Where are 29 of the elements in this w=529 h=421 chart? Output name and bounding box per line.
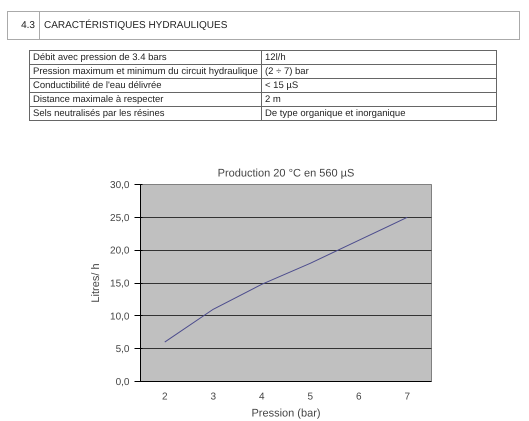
text: De type organique et inorganique <box>262 106 496 120</box>
text: CARACTÉRISTIQUES HYDRAULIQUES <box>40 12 520 40</box>
x-tick-label: 3 <box>210 392 216 402</box>
y-tick-label: 10,0 <box>110 311 130 322</box>
text: Conductibilité de l'eau délivrée <box>30 78 262 92</box>
chart-title: Production 20 °C en 560 µS <box>218 168 354 180</box>
text: 12l/h <box>262 50 496 64</box>
text: Distance maximale à respecter <box>30 92 262 106</box>
text: 4.3 <box>8 12 40 40</box>
line-series <box>164 216 408 343</box>
text: Sels neutralisés par les résines <box>30 106 262 120</box>
x-tick-label: 5 <box>307 392 314 402</box>
x-tick-label: 2 <box>162 392 168 402</box>
y-tick-label: 20,0 <box>110 246 130 257</box>
text: (2 ÷ 7) bar <box>262 64 496 78</box>
y-axis-title: Litres/ h <box>90 263 102 303</box>
x-tick-label: 6 <box>356 392 362 402</box>
text: 2 m <box>262 92 496 106</box>
x-tick-label: 4 <box>258 392 265 402</box>
y-tick-label: 30,0 <box>110 180 130 191</box>
x-tick-label: 7 <box>404 392 410 402</box>
text: Débit avec pression de 3.4 bars <box>30 50 262 64</box>
y-tick-label: 25,0 <box>110 212 130 224</box>
x-axis-title: Pression (bar) <box>251 408 321 420</box>
y-tick-label: 0,0 <box>116 377 130 388</box>
text: Pression maximum et minimum du circuit hydraulique <box>30 64 262 78</box>
y-tick-label: 15,0 <box>110 278 130 290</box>
y-tick-label: 5,0 <box>116 344 130 356</box>
text: < 15 µS <box>262 78 496 92</box>
